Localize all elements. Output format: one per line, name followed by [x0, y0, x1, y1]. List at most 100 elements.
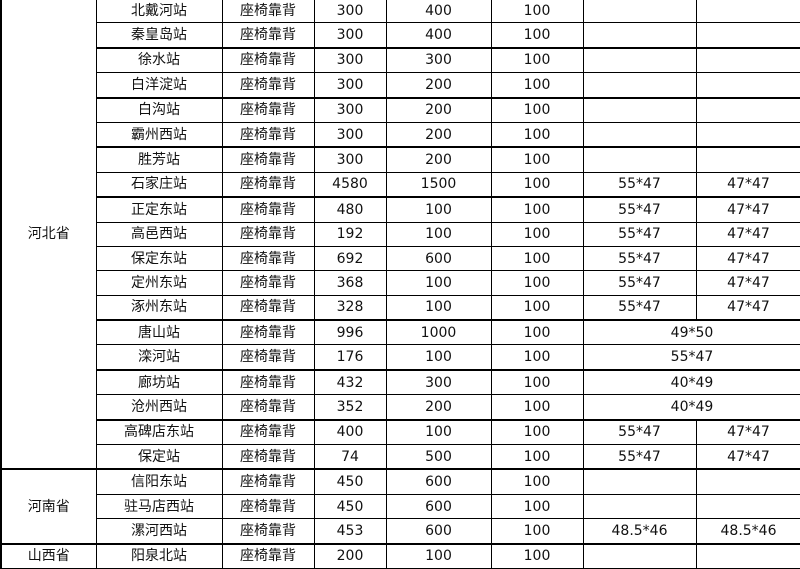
table-row: 石家庄站 座椅靠背 4580 1500 100 55*47 47*47: [1, 171, 800, 198]
qty-cell: 600: [385, 518, 492, 545]
type-cell: 座椅靠背: [221, 270, 315, 296]
size-cell: 55*47: [582, 444, 697, 470]
qty-cell: 100: [490, 493, 584, 520]
station-cell: 漯河西站: [95, 518, 223, 545]
qty-cell: 100: [490, 121, 584, 148]
qty-cell: 300: [313, 22, 387, 49]
size-cell: 40*49: [582, 394, 800, 421]
table-row: 滦河站 座椅靠背 176 100 100 55*47: [1, 344, 800, 371]
qty-cell: 200: [385, 96, 492, 123]
type-cell: 座椅靠背: [221, 444, 315, 470]
type-cell: 座椅靠背: [221, 146, 315, 173]
station-cell: 唐山站: [95, 319, 223, 346]
qty-cell: 300: [313, 0, 387, 24]
type-cell: 座椅靠背: [221, 245, 315, 272]
size-cell: 55*47: [582, 171, 697, 198]
table-row: 沧州西站 座椅靠背 352 200 100 40*49: [1, 394, 800, 421]
type-cell: 座椅靠背: [221, 394, 315, 421]
type-cell: 座椅靠背: [221, 418, 315, 446]
size-cell: [695, 146, 800, 173]
size-cell: 47*47: [695, 171, 800, 198]
type-cell: 座椅靠背: [221, 171, 315, 198]
size-cell: [695, 96, 800, 123]
qty-cell: 100: [490, 0, 584, 24]
station-cell: 阳泉北站: [95, 542, 223, 569]
qty-cell: 500: [385, 444, 492, 470]
table-row: 秦皇岛站 座椅靠背 300 400 100: [1, 22, 800, 49]
qty-cell: 328: [313, 294, 387, 321]
station-cell: 滦河站: [95, 344, 223, 371]
qty-cell: 600: [385, 493, 492, 520]
size-cell: 47*47: [695, 221, 800, 247]
size-cell: 48.5*46: [582, 518, 697, 545]
table-row: 白沟站 座椅靠背 300 200 100: [1, 96, 800, 123]
qty-cell: 100: [490, 394, 584, 421]
size-cell: 40*49: [582, 368, 800, 396]
qty-cell: 4580: [313, 171, 387, 198]
type-cell: 座椅靠背: [221, 493, 315, 520]
qty-cell: 692: [313, 245, 387, 272]
table-row: 河北省 北戴河站 座椅靠背 300 400 100: [0, 0, 800, 470]
size-cell: 55*47: [582, 221, 697, 247]
table-row: 河南省 信阳东站 座椅靠背 450 600 100: [0, 468, 800, 545]
qty-cell: 100: [490, 518, 584, 545]
qty-cell: 300: [313, 72, 387, 99]
size-cell: [695, 46, 800, 74]
qty-cell: 352: [313, 394, 387, 421]
table-row: 徐水站 座椅靠背 300 300 100: [1, 46, 800, 74]
province-cell: 河北省: [0, 0, 97, 470]
type-cell: 座椅靠背: [221, 121, 315, 148]
qty-cell: 100: [490, 72, 584, 99]
size-cell: 47*47: [695, 245, 800, 272]
qty-cell: 100: [490, 294, 584, 321]
size-cell: [582, 46, 697, 74]
size-cell: 55*47: [582, 418, 697, 446]
qty-cell: 400: [385, 22, 492, 49]
station-cell: 白沟站: [95, 96, 223, 123]
station-cell: 信阳东站: [95, 468, 223, 495]
qty-cell: 192: [313, 221, 387, 247]
station-cell: 白洋淀站: [95, 72, 223, 99]
station-cell: 徐水站: [95, 46, 223, 74]
qty-cell: 600: [385, 245, 492, 272]
qty-cell: 100: [490, 270, 584, 296]
station-cell: 定州东站: [95, 270, 223, 296]
qty-cell: 453: [313, 518, 387, 545]
qty-cell: 100: [490, 146, 584, 173]
type-cell: 座椅靠背: [221, 344, 315, 371]
qty-cell: 300: [385, 368, 492, 396]
size-cell: [582, 0, 697, 24]
table-row: 霸州西站 座椅靠背 300 200 100: [1, 121, 800, 148]
qty-cell: 400: [385, 0, 492, 24]
qty-cell: 100: [490, 196, 584, 223]
table-row: 廊坊站 座椅靠背 432 300 100 40*49: [1, 368, 800, 396]
qty-cell: 1000: [385, 319, 492, 346]
size-cell: [582, 22, 697, 49]
qty-cell: 100: [490, 368, 584, 396]
qty-cell: 100: [490, 468, 584, 495]
table-row: 胜芳站 座椅靠背 300 200 100: [1, 146, 800, 173]
type-cell: 座椅靠背: [221, 0, 315, 24]
type-cell: 座椅靠背: [221, 542, 315, 569]
type-cell: 座椅靠背: [221, 96, 315, 123]
size-cell: [582, 121, 697, 148]
qty-cell: 200: [385, 121, 492, 148]
station-cell: 石家庄站: [95, 171, 223, 198]
qty-cell: 100: [490, 46, 584, 74]
qty-cell: 200: [385, 146, 492, 173]
size-cell: 47*47: [695, 196, 800, 223]
qty-cell: 100: [490, 444, 584, 470]
qty-cell: 100: [385, 344, 492, 371]
table-row: 正定东站 座椅靠背 480 100 100 55*47 47*47: [1, 196, 800, 223]
qty-cell: 200: [385, 72, 492, 99]
size-cell: [695, 493, 800, 520]
station-cell: 保定站: [95, 444, 223, 470]
station-cell: 涿州东站: [95, 294, 223, 321]
table-row: 白洋淀站 座椅靠背 300 200 100: [1, 72, 800, 99]
size-cell: 47*47: [695, 444, 800, 470]
size-cell: 48.5*46: [695, 518, 800, 545]
province-cell: 山西省: [0, 542, 97, 569]
table-row: 漯河西站 座椅靠背 453 600 100 48.5*46 48.5*46: [1, 518, 800, 545]
station-cell: 保定东站: [95, 245, 223, 272]
